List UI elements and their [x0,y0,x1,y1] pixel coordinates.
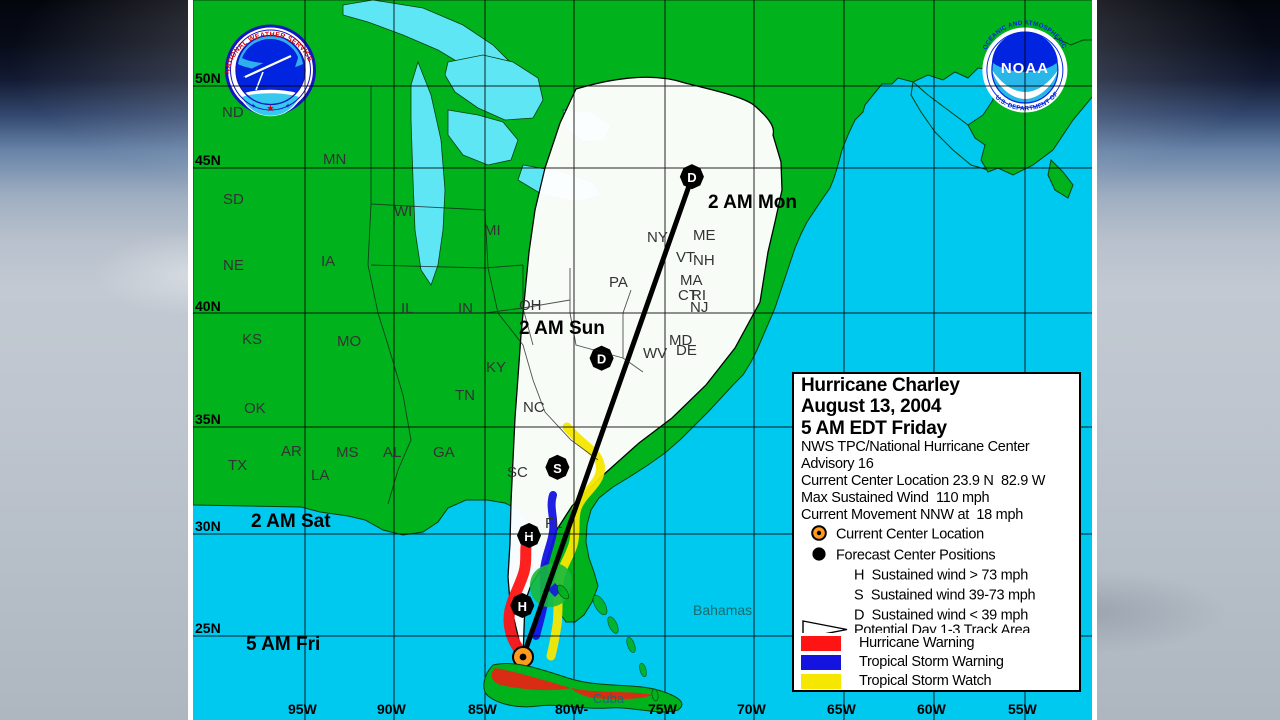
svg-text:S: S [553,461,562,476]
svg-text:55W: 55W [1008,701,1038,717]
svg-text:★: ★ [267,104,275,113]
svg-text:D: D [687,170,696,185]
svg-text:WV: WV [643,345,667,362]
svg-text:H: H [518,599,527,614]
svg-text:IA: IA [321,253,335,270]
svg-text:2 AM Mon: 2 AM Mon [708,192,797,213]
svg-text:OK: OK [244,400,266,417]
svg-text:Potential Day 1-3 Track Area: Potential Day 1-3 Track Area [854,623,1031,634]
svg-text:WI: WI [394,203,412,220]
svg-text:DE: DE [676,342,697,359]
svg-text:Bahamas: Bahamas [693,602,752,618]
svg-text:Cuba: Cuba [593,691,625,706]
svg-text:90W: 90W [377,701,407,717]
svg-text:SD: SD [223,191,244,208]
svg-text:Forecast Center Positions: Forecast Center Positions [836,548,995,564]
svg-text:AR: AR [281,443,302,460]
svg-text:MO: MO [337,333,361,350]
svg-text:ME: ME [693,227,716,244]
svg-text:IN: IN [458,300,473,317]
svg-text:NH: NH [693,252,715,269]
svg-text:IL: IL [401,300,414,317]
svg-text:D: D [597,352,606,367]
svg-text:40N: 40N [195,298,221,314]
svg-text:TX: TX [228,457,247,474]
svg-text:95W: 95W [288,701,318,717]
svg-text:SC: SC [507,464,528,481]
svg-text:65W: 65W [827,701,857,717]
svg-text:NC: NC [523,399,545,416]
svg-text:D Sustained wind < 39 mph: D Sustained wind < 39 mph [854,608,1028,624]
svg-text:KY: KY [486,359,506,376]
svg-text:70W: 70W [737,701,767,717]
svg-text:H Sustained wind > 73 mph: H Sustained wind > 73 mph [854,568,1028,584]
svg-text:75W: 75W [648,701,678,717]
svg-text:FL: FL [545,515,563,532]
svg-text:RI: RI [691,287,706,304]
svg-text:MN: MN [323,151,346,168]
svg-text:OH: OH [519,297,542,314]
svg-text:60W: 60W [917,701,947,717]
svg-text:+: + [251,103,255,110]
svg-text:MS: MS [336,444,359,461]
svg-text:30N: 30N [195,518,221,534]
svg-text:45N: 45N [195,152,221,168]
svg-text:50N: 50N [195,70,221,86]
svg-text:GA: GA [433,444,455,461]
svg-text:KS: KS [242,331,262,348]
svg-text:85W: 85W [468,701,498,717]
svg-text:ND: ND [222,104,244,121]
svg-text:NY: NY [647,229,668,246]
svg-text:25N: 25N [195,620,221,636]
svg-text:2 AM Sat: 2 AM Sat [251,511,331,532]
svg-text:AL: AL [383,444,401,461]
svg-text:TN: TN [455,387,475,404]
svg-text:+: + [286,103,290,110]
svg-text:Current Center Location: Current Center Location [836,527,984,543]
svg-text:80W-: 80W- [555,701,589,717]
svg-text:LA: LA [311,467,329,484]
svg-text:PA: PA [609,274,628,291]
svg-text:MI: MI [484,222,501,239]
svg-text:S Sustained wind 39-73 mph: S Sustained wind 39-73 mph [854,588,1036,604]
svg-text:5 AM Fri: 5 AM Fri [246,634,320,655]
svg-text:2 AM Sun: 2 AM Sun [519,318,605,339]
svg-text:H: H [524,529,533,544]
svg-text:35N: 35N [195,411,221,427]
svg-text:NE: NE [223,257,244,274]
